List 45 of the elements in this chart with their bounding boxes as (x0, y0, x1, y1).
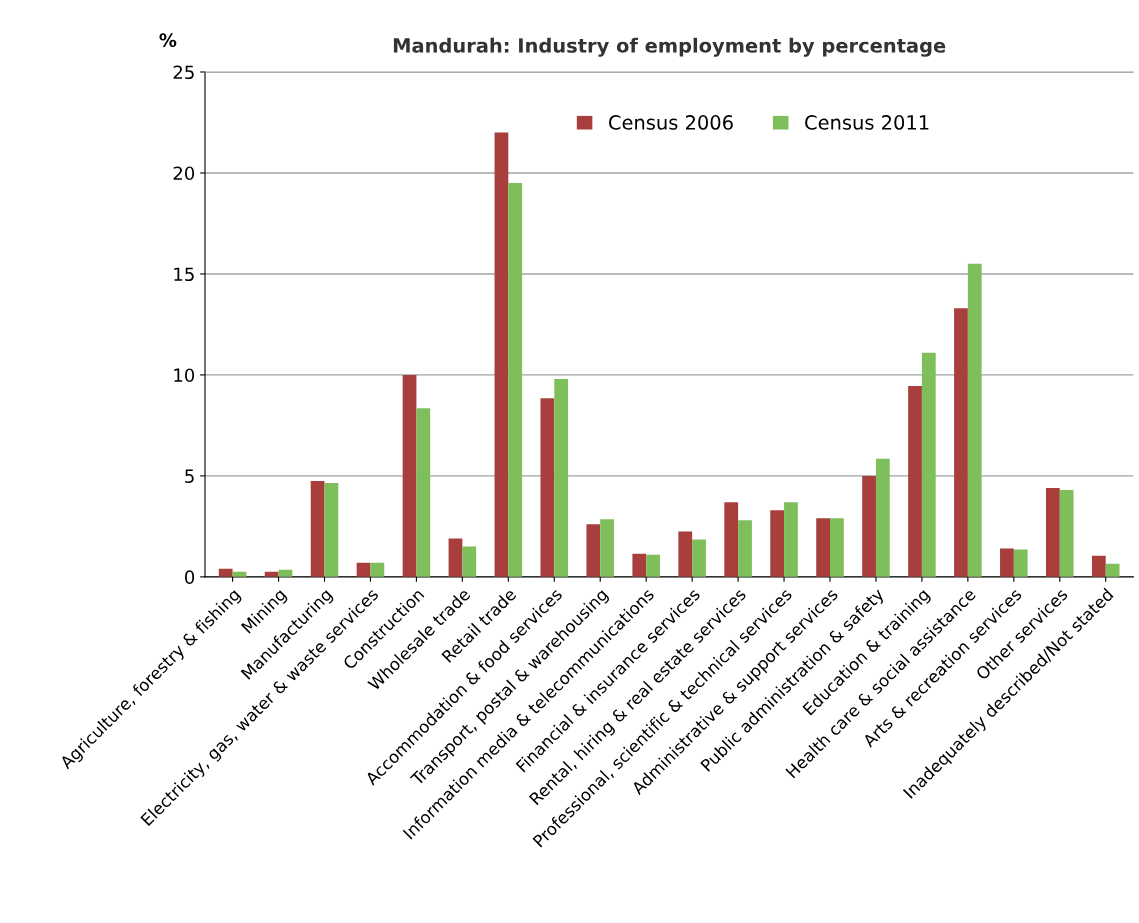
bar (540, 398, 555, 577)
bar (448, 538, 463, 577)
bar (1000, 548, 1014, 577)
bar (600, 519, 615, 577)
bar (830, 518, 844, 577)
bar (908, 386, 922, 577)
bar (816, 518, 830, 577)
bar (738, 520, 752, 577)
bar (586, 524, 601, 577)
bar (954, 308, 968, 577)
bar (784, 502, 798, 577)
y-tick-label: 15 (174, 267, 194, 282)
y-tick-label: 0 (185, 570, 195, 584)
bar (632, 553, 647, 577)
bar (416, 408, 431, 577)
legend-label: Census 2006 (609, 115, 733, 130)
bar (1045, 488, 1060, 577)
bar (967, 263, 982, 577)
legend-label: Census 2011 (805, 115, 929, 130)
bar (692, 539, 706, 577)
bar (875, 458, 890, 577)
bar (462, 546, 477, 577)
bar (310, 480, 325, 577)
y-tick-label: 5 (185, 469, 194, 484)
bar (678, 531, 693, 577)
bar (1105, 563, 1120, 577)
bar (1059, 490, 1074, 577)
bar (1013, 549, 1028, 577)
chart-title: Mandurah: Industry of employment by percentage (393, 37, 946, 57)
y-tick-label: 10 (174, 368, 195, 383)
y-tick-label: 25 (173, 65, 194, 80)
bar (508, 183, 523, 577)
bar (370, 562, 385, 577)
bar (1091, 555, 1106, 577)
y-axis-title: % (159, 33, 177, 47)
bar (921, 352, 936, 577)
bar (770, 510, 785, 577)
bar (724, 502, 739, 577)
bar (646, 554, 660, 577)
y-tick-label: 20 (173, 166, 195, 181)
bar (494, 132, 509, 577)
bar (402, 374, 417, 577)
bar (862, 475, 876, 577)
bar (554, 378, 569, 577)
bar (324, 482, 339, 577)
